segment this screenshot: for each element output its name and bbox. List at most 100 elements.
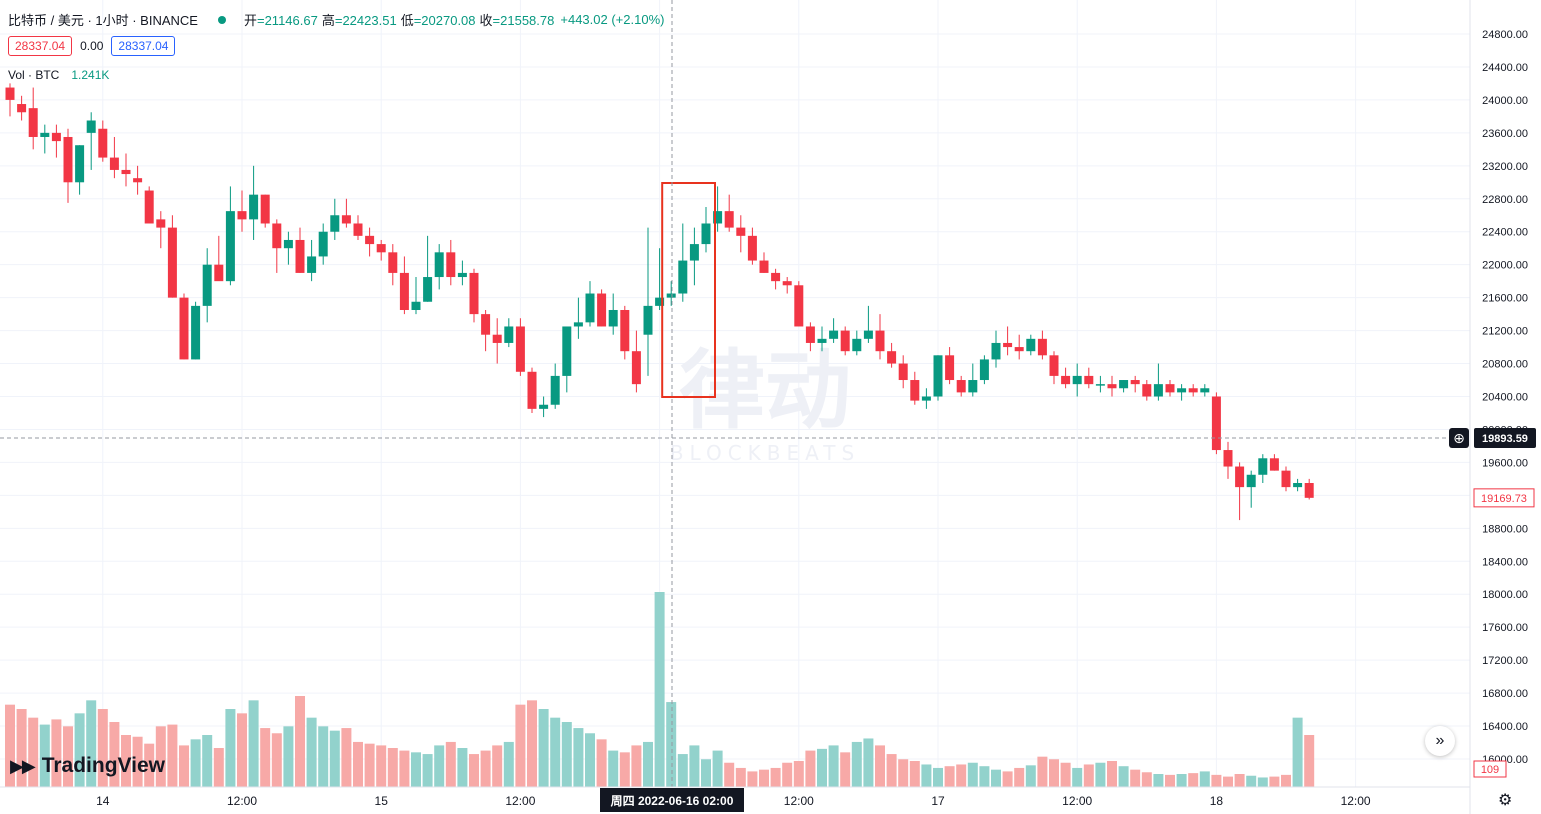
volume-bar [1199,771,1210,787]
candle-body [968,380,978,393]
candle-body [17,104,27,113]
candle-body [771,272,781,282]
sell-price-button[interactable]: 28337.04 [8,36,73,56]
tradingview-logo[interactable]: ▶▶ TradingView [10,754,165,778]
candle-body [63,136,73,183]
volume-bar [1095,762,1106,787]
volume-bar [411,752,421,787]
candle-body [527,371,537,409]
candle-body [597,293,607,327]
candle-body [98,128,108,158]
volume-bar [898,759,909,787]
candle-body [875,330,885,352]
candle-body [121,169,131,175]
volume-bar [260,728,271,787]
candle-body [341,215,351,224]
quote-row: 28337.04 0.00 28337.04 [8,36,176,56]
volume-bar [74,713,85,787]
volume-bar [213,748,224,787]
volume-bar [445,741,456,787]
last-price-box [1473,488,1535,508]
volume-bar [550,717,561,787]
candle-body [713,211,723,224]
time-tick-label: 12:00 [1062,794,1092,808]
buy-price-button[interactable]: 28337.04 [111,36,176,56]
candle-body [631,351,641,385]
candle-body [446,252,456,278]
candle-body [5,87,15,100]
volume-bar [573,728,584,787]
candle-body [109,157,119,170]
volume-bar [933,767,943,787]
candle-body [28,108,38,137]
candle-body [1049,355,1059,376]
price-tick-label: 16800.00 [1482,688,1528,700]
crosshair-price-label: 19893.59 [1482,433,1528,445]
candle-body [515,326,525,372]
candle-body [1235,466,1245,488]
volume-legend[interactable]: Vol · BTC 1.241K [8,68,109,82]
volume-bar [840,752,851,787]
candle-body [1014,347,1024,352]
candle-body [411,301,421,310]
candle-body [573,322,583,327]
chart-legend: 比特币 / 美元 · 1小时 · BINANCE 开=21146.67 高=22… [8,10,664,29]
candle-body [724,211,734,228]
price-axis [1470,0,1541,814]
volume-bar [1269,776,1280,787]
candle-body [1084,375,1094,385]
time-tick-label: 18 [1210,794,1224,808]
volume-bar [909,761,920,787]
candle-body [887,351,897,364]
volume-bar [619,752,630,787]
volume-bar [724,762,735,787]
volume-bar [271,733,282,787]
volume-bar [155,726,166,787]
volume-bar [179,745,189,787]
volume-bar [712,750,723,787]
candle-body [388,252,398,273]
candle-body [1211,396,1221,451]
candle-body [260,194,270,224]
price-tick-label: 24800.00 [1482,29,1528,41]
candle-body [805,326,815,343]
volume-bar [596,739,607,787]
price-tick-label: 21200.00 [1482,326,1528,338]
volume-bar [1292,717,1303,787]
candle-body [283,239,293,249]
price-tick-label: 16400.00 [1482,721,1528,733]
volume-bar [747,771,758,787]
volume-bar [132,736,143,787]
ohlc-high: 高=22423.51 [321,13,397,28]
candle-body [1304,483,1314,498]
volume-bar [1223,776,1233,787]
candle-body [1072,375,1082,385]
candle-body [399,272,409,310]
volume-bar [759,769,769,787]
volume-bar [585,733,595,787]
price-tick-label: 23200.00 [1482,161,1528,173]
candle-body [51,132,61,142]
ohlc-close: 收=21558.78 [479,13,555,28]
volume-bar [353,741,363,787]
gear-icon[interactable]: ⚙ [1498,792,1513,809]
candle-body [1281,470,1291,488]
volume-bar [1130,769,1141,787]
candle-body [1037,338,1047,356]
last-price-label: 19169.73 [1481,493,1527,505]
volume-bar [944,766,955,787]
candle-body [945,355,955,381]
volume-bar [457,748,468,787]
volume-bar [1141,772,1152,787]
symbol-title[interactable]: 比特币 / 美元 · 1小时 · BINANCE [8,13,198,28]
volume-bar [1234,774,1245,787]
spread-value: 0.00 [80,39,104,53]
candle-body [75,145,85,183]
volume-bar [167,724,178,787]
scroll-to-realtime-button[interactable]: » [1425,726,1455,756]
volume-bar [434,745,445,787]
time-tick-label: 12:00 [505,794,535,808]
volume-bar [701,759,711,787]
volume-bar [643,741,653,787]
